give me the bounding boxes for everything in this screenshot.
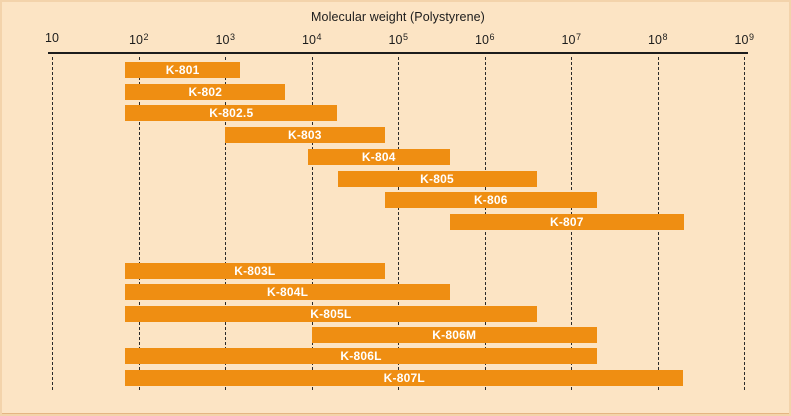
- bar-label-k-804l: K-804L: [266, 285, 309, 300]
- bar-label-k-806m: K-806M: [432, 327, 477, 342]
- bar-label-k-807: K-807: [550, 214, 584, 229]
- x-tick-label-10e5: 105: [388, 32, 408, 48]
- range-bar-k-803: K-803: [225, 127, 385, 144]
- gridline-10e3: [225, 57, 226, 390]
- x-tick-label-10e2: 102: [129, 32, 149, 48]
- bar-label-k-801: K-801: [165, 63, 200, 77]
- gridline-10e4: [311, 57, 313, 390]
- range-bar-k-805: K-805: [337, 170, 537, 187]
- range-bar-k-806: K-806: [384, 192, 597, 209]
- range-bar-k-803l: K-803L: [125, 263, 385, 279]
- gridline-10e9: [744, 57, 745, 390]
- range-bar-k-802: K-802: [125, 83, 286, 100]
- bar-label-k-805: K-805: [420, 171, 454, 186]
- bar-label-k-805l: K-805L: [310, 306, 352, 321]
- bar-label-k-803l: K-803L: [234, 264, 276, 278]
- range-bar-k-807: K-807: [450, 213, 684, 230]
- x-tick-label-10e8: 108: [648, 32, 668, 48]
- gridline-10: [52, 57, 53, 390]
- range-bar-k-801: K-801: [125, 62, 241, 78]
- bar-label-k-806l: K-806L: [340, 349, 382, 364]
- range-bar-k-804l: K-804L: [125, 284, 451, 301]
- gridline-10e5: [398, 57, 399, 390]
- bar-label-k-802: K-802: [188, 84, 223, 99]
- x-tick-label-10e6: 106: [475, 32, 495, 48]
- range-bar-k-805l: K-805L: [125, 305, 537, 322]
- bar-label-k-807l: K-807L: [383, 370, 425, 385]
- x-tick-label-10e9: 109: [734, 32, 754, 48]
- bar-label-k-802-5: K-802.5: [209, 106, 254, 121]
- range-bar-k-807l: K-807L: [125, 369, 684, 386]
- x-tick-label-10e7: 107: [561, 32, 581, 48]
- bar-label-k-806: K-806: [473, 193, 508, 208]
- bar-label-k-804: K-804: [361, 149, 396, 164]
- chart-title: Molecular weight (Polystyrene): [311, 10, 485, 24]
- x-tick-label-10: 10: [45, 31, 59, 45]
- bar-label-k-803: K-803: [287, 128, 322, 143]
- gridline-10e2: [138, 57, 140, 390]
- range-bar-k-804: K-804: [307, 148, 450, 165]
- x-axis-line: [48, 52, 748, 54]
- range-bar-k-806m: K-806M: [311, 326, 597, 343]
- x-tick-label-10e4: 104: [302, 32, 322, 48]
- x-tick-label-10e3: 103: [215, 32, 235, 48]
- range-bar-k-806l: K-806L: [125, 348, 597, 365]
- range-bar-k-802-5: K-802.5: [125, 105, 338, 122]
